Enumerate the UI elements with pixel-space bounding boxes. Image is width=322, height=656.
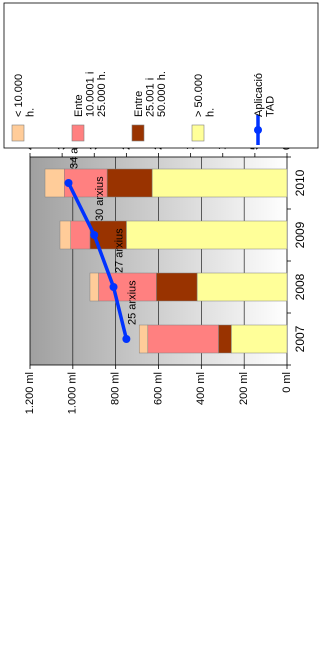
legend-label: AplicacióTAD [253,73,277,117]
legend-label-line: > 50.000 [193,74,205,117]
category-label: 2007 [293,325,307,352]
line-series [66,182,129,340]
legend-label-line: h. [25,108,37,117]
legend-label-line: Entre [133,91,145,117]
category-label: 2010 [293,169,307,196]
left-axis-tick-label: 1.200 ml [24,372,36,414]
bar-segment [151,168,288,198]
legend-label-line: 50.000 h. [156,71,168,117]
line-data-label: 25 arxius [126,280,138,325]
bar-segment [106,168,153,198]
bar-segment [156,272,198,302]
left-axis-tick-label: 600 ml [152,372,164,405]
line-data-label: 30 arxius [94,176,106,221]
left-axis-tick-label: 1.000 ml [67,372,79,414]
bar-segment [59,220,71,250]
legend-label: Entre25.001 i50.000 h. [133,71,168,117]
line-point [90,231,99,239]
legend-label-line: Ente [73,94,85,117]
legend-swatch [71,124,85,142]
legend-swatch [131,124,145,142]
legend-label-line: 10.0001 i [85,72,97,117]
legend-swatch [11,124,25,142]
left-axis-tick-label: 200 ml [238,372,250,405]
bar-segment [98,272,157,302]
bar-segment [196,272,288,302]
legend-frame [3,2,319,149]
category-label: 2008 [293,273,307,300]
legend-label-line: h. [205,108,217,117]
left-axis-tick-label: 400 ml [195,372,207,405]
line-data-label: 27 arxius [113,228,125,273]
legend-label-line: Aplicació [253,73,265,117]
legend-label-line: 25.000 h. [96,71,108,117]
legend-label: < 10.000h. [13,74,37,117]
plot-area: 0 ml 200 ml 400 ml 600 ml 800 ml 1.000 ml 1.20… [24,119,307,414]
bar-segment [147,324,219,354]
bar-segment [138,324,149,354]
line-point [122,335,131,343]
legend-swatch [191,124,205,142]
line-point [109,283,118,291]
legend-label: Ente10.0001 i25.000 h. [73,71,108,117]
bar-segment [89,272,99,302]
legend-marker [254,126,262,134]
bar-segment [70,220,91,250]
category-label: 2009 [293,221,307,248]
bar-segment [44,168,65,198]
legend: < 10.000h. Ente10.0001 i25.000 h. Entre25.… [3,2,319,149]
bar-segment [218,324,232,354]
bar-segment [126,220,288,250]
legend-label-line: 25.001 i [145,78,157,117]
left-axis-tick-label: 0 ml [281,372,293,393]
left-axis-tick-label: 800 ml [110,372,122,405]
legend-label-line: < 10.000 [13,74,25,117]
bar-segment [231,324,288,354]
legend-label-line: TAD [265,96,277,117]
line-point [64,179,73,187]
legend-label: > 50.000h. [193,74,217,117]
